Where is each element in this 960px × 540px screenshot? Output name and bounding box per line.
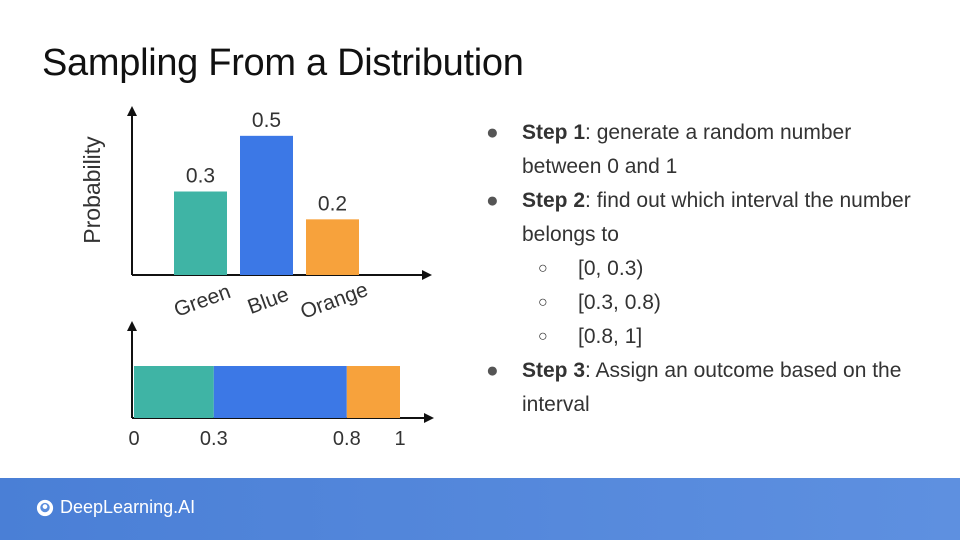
hollow-bullet-icon: ○ [538,260,548,277]
bar-green [174,191,227,275]
steps-list: ● Step 1: generate a random number betwe… [486,116,936,422]
interval-segment-green [134,366,214,418]
step-3: ● Step 3: Assign an outcome based on the… [486,354,936,422]
hollow-bullet-icon: ○ [538,328,548,345]
probability-bar-chart: Probability 0.3 Green 0.5 Blue 0.2 Orange [79,106,432,324]
category-label: Blue [245,283,292,319]
category-label: Green [171,280,234,322]
brand-name: DeepLearning.AI [60,497,196,517]
bar-orange [306,219,359,275]
step-1-text: : generate a random number between 0 and… [522,121,852,178]
interval-text: [0, 0.3) [578,257,644,280]
bullet-icon: ● [486,121,499,144]
step-2-label: Step 2 [522,189,586,212]
interval-text: [0.8, 1] [578,325,643,348]
y-axis-label: Probability [79,136,105,244]
interval-segment-blue [213,366,347,418]
interval-text: [0.3, 0.8) [578,291,661,314]
bullet-icon: ● [486,359,499,382]
interval-item: ○ [0.8, 1] [486,320,936,354]
data-label: 0.3 [186,165,215,188]
interval-segment-orange [346,366,400,418]
category-label: Orange [297,278,371,324]
brand[interactable]: DeepLearning.AI [36,497,195,518]
interval-item: ○ [0, 0.3) [486,252,936,286]
bullet-icon: ● [486,189,499,212]
tick-label: 0.3 [200,428,228,450]
deeplearning-ai-logo-icon [36,499,54,516]
step-3-label: Step 3 [522,359,586,382]
step-3-text: : Assign an outcome based on the interva… [522,359,902,416]
tick-label: 0.8 [333,428,361,450]
slide-title: Sampling From a Distribution [42,42,524,84]
data-label: 0.2 [318,192,347,215]
step-2: ● Step 2: find out which interval the nu… [486,184,936,252]
step-1: ● Step 1: generate a random number betwe… [486,116,936,184]
footer-bar: DeepLearning.AI [0,478,960,540]
bar-blue [240,135,293,275]
interval-item: ○ [0.3, 0.8) [486,286,936,320]
step-1-label: Step 1 [522,121,586,144]
data-label: 0.5 [252,109,281,132]
step-2-text: : find out which interval the number bel… [522,189,911,246]
tick-label: 1 [394,428,405,450]
hollow-bullet-icon: ○ [538,294,548,311]
tick-label: 0 [128,428,139,450]
interval-bar-chart: 0 0.3 0.8 1 [127,321,434,450]
